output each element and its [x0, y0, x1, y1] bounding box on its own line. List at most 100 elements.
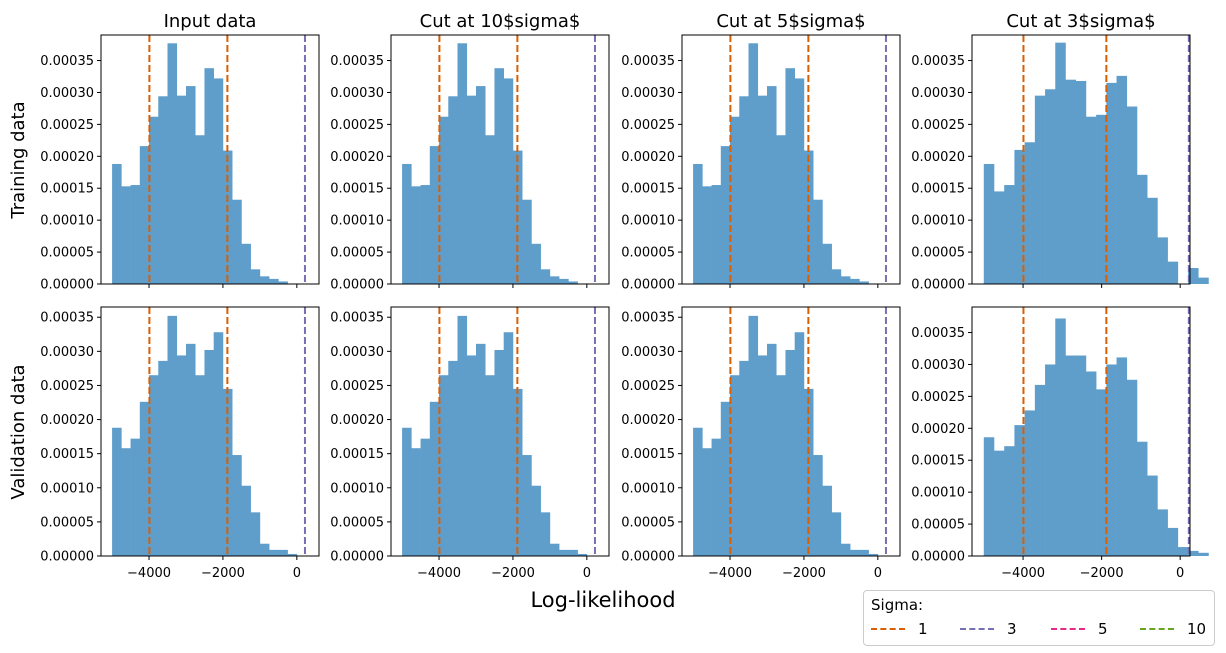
- x-tick-label: −4000: [127, 566, 171, 581]
- y-tick-label: 0.00005: [621, 246, 675, 261]
- histogram-bar: [559, 549, 569, 556]
- histogram-bar: [448, 96, 458, 284]
- histogram-bar: [720, 146, 731, 284]
- legend-label-sigma-3: 3: [1007, 620, 1017, 638]
- y-tick-label: 0.00015: [911, 454, 965, 469]
- y-tick-label: 0.00030: [330, 345, 384, 360]
- histogram-bar: [457, 43, 468, 284]
- histogram-bar: [278, 281, 288, 284]
- histogram-bar: [850, 278, 860, 284]
- histogram-bar: [730, 375, 740, 556]
- y-tick-label: 0.00035: [621, 311, 675, 326]
- histogram-bar: [420, 438, 431, 556]
- histogram-bar: [859, 281, 869, 284]
- histogram-bar: [559, 278, 569, 284]
- histogram-bar: [868, 553, 879, 556]
- histogram-bar: [269, 278, 279, 284]
- histogram-bar: [702, 448, 712, 556]
- y-tick-label: 0.00000: [911, 550, 965, 565]
- y-tick-label: 0.00000: [621, 550, 675, 565]
- histogram-bar: [1014, 149, 1025, 284]
- histogram-bar: [757, 95, 768, 285]
- histogram-bar: [1116, 75, 1128, 284]
- histogram-bar: [1147, 197, 1158, 284]
- y-tick-label: 0.00020: [40, 150, 94, 165]
- histogram-bar: [766, 86, 777, 284]
- axes-frame: [971, 306, 1191, 557]
- histogram-bar: [1075, 355, 1087, 556]
- histogram-bar: [1075, 80, 1087, 284]
- y-tick-label: 0.00020: [330, 150, 384, 165]
- y-tick-label: 0.00010: [330, 481, 384, 496]
- histogram-bar: [540, 512, 551, 556]
- y-tick-label: 0.00000: [621, 278, 675, 293]
- histogram-bar: [1157, 237, 1168, 284]
- histogram-bar: [1147, 475, 1158, 556]
- histogram-bar: [831, 269, 842, 284]
- histogram-bar: [702, 186, 712, 284]
- histogram-bar: [1024, 410, 1036, 556]
- axes-frame: [390, 306, 610, 557]
- histogram-bar: [522, 455, 532, 556]
- histogram-bar: [204, 349, 214, 556]
- sigma-legend: Sigma: 1 3 5 10: [863, 590, 1215, 646]
- histogram-bar: [776, 135, 786, 284]
- histogram-bar: [112, 427, 122, 556]
- histogram-bar: [429, 401, 440, 556]
- histogram-bar: [1055, 318, 1066, 556]
- y-tick-label: 0.00035: [40, 54, 94, 69]
- y-tick-label: 0.00020: [621, 413, 675, 428]
- y-tick-label: 0.00035: [911, 326, 965, 341]
- histogram-bar: [232, 199, 242, 284]
- histogram-bar: [494, 68, 504, 284]
- histogram-bar: [278, 549, 288, 556]
- histogram-bar: [448, 360, 458, 556]
- histogram-bar: [466, 355, 477, 556]
- legend-swatch-sigma-5: [1051, 628, 1085, 630]
- histogram-bar: [850, 549, 860, 556]
- histogram-bar: [785, 68, 795, 284]
- col-title-2: Cut at 10$sigma$: [420, 11, 581, 32]
- histogram-bar: [130, 185, 141, 284]
- x-tick-label: −4000: [417, 566, 461, 581]
- x-tick-label: −4000: [708, 566, 752, 581]
- histogram-bar: [1136, 174, 1148, 284]
- histogram-bar: [402, 427, 412, 556]
- histogram-bar: [1004, 185, 1015, 284]
- histogram-bar: [195, 135, 205, 284]
- axes-frame: [100, 306, 320, 557]
- histogram-bar: [494, 349, 504, 556]
- histogram-bar: [785, 349, 795, 556]
- histogram-bar: [720, 401, 731, 556]
- histogram-bar: [213, 78, 224, 284]
- y-tick-label: 0.00010: [911, 486, 965, 501]
- histogram-bar: [1004, 446, 1015, 556]
- histogram-bar: [549, 276, 560, 284]
- y-tick-label: 0.00005: [911, 246, 965, 261]
- histogram-bar: [411, 186, 421, 284]
- y-tick-label: 0.00030: [621, 86, 675, 101]
- histogram-bar: [287, 553, 298, 556]
- histogram-bar: [549, 543, 560, 556]
- histogram-bar: [840, 543, 851, 556]
- y-tick-label: 0.00000: [40, 278, 94, 293]
- histogram-bar: [130, 438, 141, 556]
- x-tick-label: 0: [1176, 566, 1184, 581]
- histogram-bar: [577, 553, 588, 556]
- y-tick-label: 0.00005: [40, 515, 94, 530]
- histogram-bar: [185, 343, 196, 556]
- histogram-bar: [1116, 357, 1128, 556]
- y-tick-label: 0.00015: [40, 182, 94, 197]
- histogram-bar: [1198, 552, 1209, 556]
- histogram-bar: [1045, 89, 1056, 285]
- histogram-bar: [1024, 142, 1036, 284]
- histogram-bar: [158, 96, 168, 284]
- histogram-bar: [693, 427, 703, 556]
- histogram-bar: [1034, 95, 1046, 285]
- histogram-bar: [185, 86, 196, 284]
- col-title-1: Input data: [164, 11, 257, 32]
- y-tick-label: 0.00010: [330, 214, 384, 229]
- histogram-bar: [1014, 425, 1025, 556]
- histogram-bar: [457, 315, 468, 556]
- x-tick-label: 0: [583, 566, 591, 581]
